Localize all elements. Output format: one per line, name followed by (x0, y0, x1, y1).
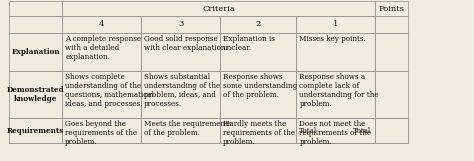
Bar (141, 118, 220, 143)
Text: Total: Total (299, 127, 318, 135)
Bar (141, 16, 220, 33)
Text: Hardly meets the
requirements of the
problem.: Hardly meets the requirements of the pro… (223, 120, 295, 146)
Bar (9, 118, 63, 143)
Bar (9, 1, 63, 16)
Bar (141, 118, 220, 143)
Text: Shows complete
understanding of the
questions, mathematical
ideas, and processes: Shows complete understanding of the ques… (65, 73, 154, 108)
Bar (220, 118, 297, 143)
Text: Points: Points (379, 5, 404, 13)
Bar (375, 118, 408, 143)
Bar (9, 71, 63, 118)
Bar (9, 16, 63, 33)
Text: Good solid response
with clear explanation.: Good solid response with clear explanati… (144, 35, 228, 52)
Text: 2: 2 (255, 20, 261, 28)
Bar (9, 33, 63, 71)
Bar (375, 33, 408, 71)
Text: Shows substantial
understanding of the
problem, ideas, and
processes.: Shows substantial understanding of the p… (144, 73, 220, 108)
Bar (220, 33, 297, 71)
Bar (63, 118, 141, 143)
Bar (220, 118, 297, 143)
Text: Meets the requirements
of the problem.: Meets the requirements of the problem. (144, 120, 232, 137)
Bar (141, 71, 220, 118)
Text: A complete response
with a detailed
explanation.: A complete response with a detailed expl… (65, 35, 141, 61)
Bar (297, 118, 375, 143)
Text: 1: 1 (333, 20, 338, 28)
Bar (297, 16, 375, 33)
Text: 3: 3 (178, 20, 183, 28)
Bar (375, 1, 408, 16)
Bar (9, 118, 63, 143)
Text: Response shows a
complete lack of
understanding for the
problem.: Response shows a complete lack of unders… (299, 73, 379, 108)
Bar (297, 71, 375, 118)
Bar (63, 1, 375, 16)
Text: Explanation is
unclear.: Explanation is unclear. (223, 35, 274, 52)
Bar (63, 118, 141, 143)
Bar (375, 16, 408, 33)
Text: 4: 4 (99, 20, 105, 28)
Text: Response shows
some understanding
of the problem.: Response shows some understanding of the… (223, 73, 297, 99)
Bar (63, 33, 141, 71)
Bar (297, 118, 375, 143)
Bar (141, 33, 220, 71)
Text: Misses key points.: Misses key points. (299, 35, 366, 43)
Bar (63, 16, 141, 33)
Text: Criteria: Criteria (202, 5, 235, 13)
Text: Total: Total (353, 127, 372, 135)
Bar (375, 118, 408, 143)
Bar (63, 71, 141, 118)
Text: Demonstrated
knowledge: Demonstrated knowledge (7, 86, 64, 103)
Text: Requirements: Requirements (7, 127, 64, 135)
Text: Goes beyond the
requirements of the
problem.: Goes beyond the requirements of the prob… (65, 120, 137, 146)
Bar (297, 33, 375, 71)
Bar (297, 118, 375, 143)
Bar (375, 71, 408, 118)
Text: Does not meet the
requirements of the
problem.: Does not meet the requirements of the pr… (299, 120, 372, 146)
Bar (220, 71, 297, 118)
Bar (220, 16, 297, 33)
Text: Explanation: Explanation (11, 48, 60, 56)
